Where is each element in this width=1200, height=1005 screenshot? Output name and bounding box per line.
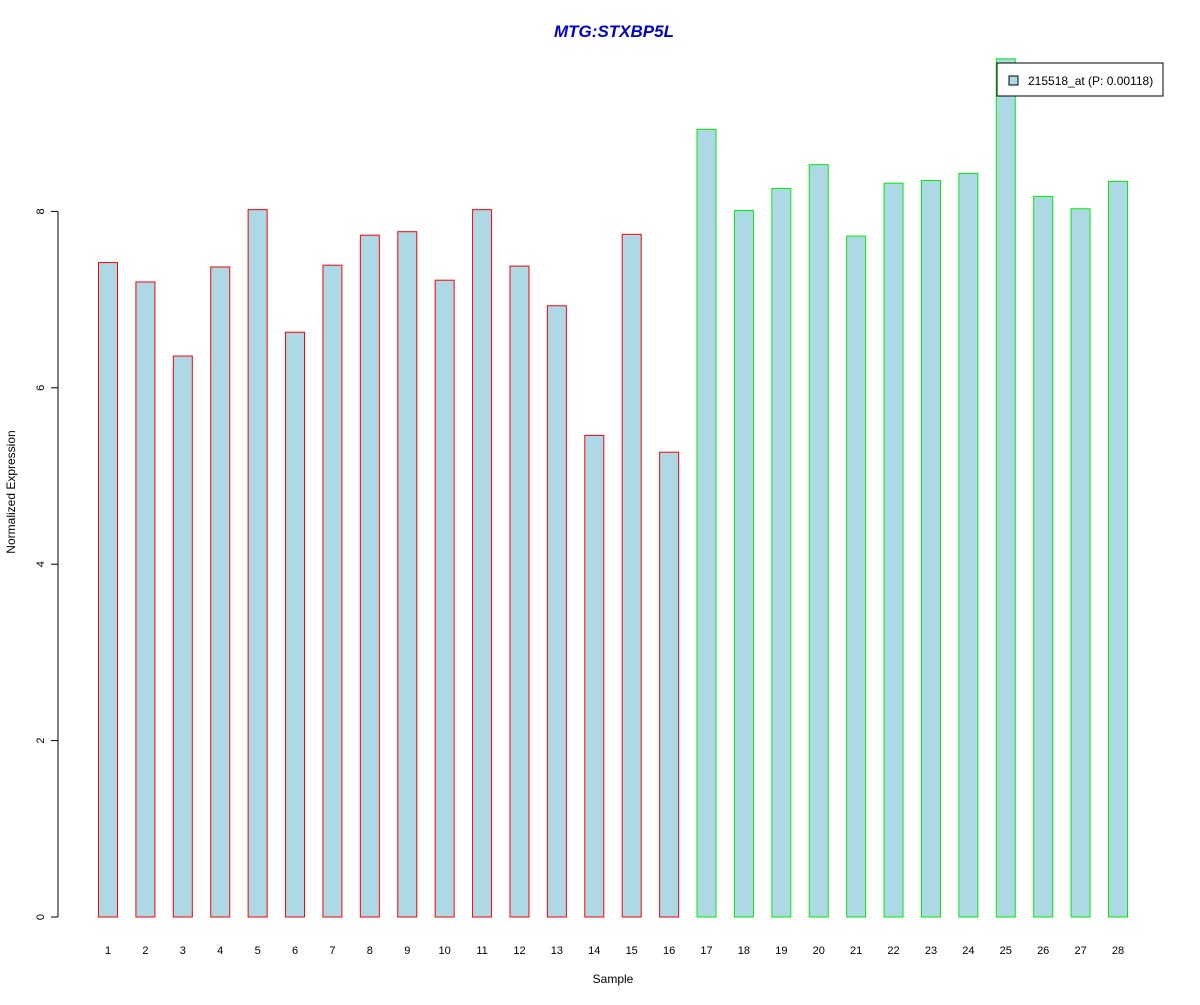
x-tick-label: 19	[775, 945, 787, 957]
x-tick-label: 12	[513, 945, 525, 957]
legend-swatch	[1008, 75, 1019, 86]
bar-sample-24	[958, 172, 979, 918]
x-tick-label: 4	[217, 945, 223, 957]
bar-sample-26	[1033, 195, 1054, 918]
y-tick-label: 6	[35, 385, 47, 391]
y-axis-label: Normalized Expression	[4, 430, 18, 553]
x-tick-label: 20	[813, 945, 825, 957]
x-tick-label: 26	[1037, 945, 1049, 957]
x-axis-label: Sample	[593, 972, 634, 986]
x-tick-label: 10	[439, 945, 451, 957]
x-tick-label: 13	[551, 945, 563, 957]
x-tick-label: 3	[180, 945, 186, 957]
legend: 215518_at (P: 0.00118)	[996, 62, 1164, 97]
x-tick-label: 22	[887, 945, 899, 957]
bar-sample-13	[546, 305, 567, 918]
bar-sample-22	[883, 182, 904, 918]
bar-sample-8	[359, 234, 380, 918]
bar-sample-15	[621, 233, 642, 918]
x-tick-label: 1	[105, 945, 111, 957]
bar-sample-25	[995, 58, 1016, 918]
bar-sample-5	[247, 209, 268, 918]
bar-sample-2	[135, 281, 156, 918]
x-tick-label: 17	[700, 945, 712, 957]
x-tick-label: 21	[850, 945, 862, 957]
bar-sample-14	[584, 434, 605, 918]
bar-sample-7	[322, 264, 343, 918]
x-tick-label: 16	[663, 945, 675, 957]
bar-sample-17	[696, 128, 717, 918]
x-tick-label: 7	[329, 945, 335, 957]
bar-sample-19	[771, 187, 792, 918]
legend-label: 215518_at (P: 0.00118)	[1028, 74, 1153, 88]
y-tick-label: 2	[35, 738, 47, 744]
bar-sample-23	[920, 180, 941, 918]
bar-sample-4	[210, 266, 231, 918]
x-tick-label: 25	[1000, 945, 1012, 957]
x-tick-label: 14	[588, 945, 600, 957]
bar-sample-3	[172, 355, 193, 918]
y-tick-label: 0	[35, 914, 47, 920]
y-tick-label: 4	[35, 561, 47, 567]
y-axis: 0 2 4 6 8	[35, 208, 59, 920]
bar-sample-16	[659, 451, 680, 918]
x-tick-label: 15	[626, 945, 638, 957]
bar-sample-27	[1070, 208, 1091, 918]
y-tick-label: 8	[35, 208, 47, 214]
x-tick-label: 5	[255, 945, 261, 957]
x-tick-label: 28	[1112, 945, 1124, 957]
x-tick-labels: 1 2 3 4 5 6 7 8 9 10 11 12 13 14 15 16 17 18 19 20 21 22 23 24 2…	[105, 945, 1124, 957]
x-tick-label: 8	[367, 945, 373, 957]
legend-box	[996, 62, 1164, 97]
bar-sample-21	[846, 235, 867, 918]
x-tick-label: 23	[925, 945, 937, 957]
x-tick-label: 9	[404, 945, 410, 957]
bar-sample-1	[98, 262, 118, 918]
bar-sample-20	[808, 164, 829, 918]
x-tick-label: 18	[738, 945, 750, 957]
bar-sample-18	[733, 210, 754, 918]
x-tick-label: 6	[292, 945, 298, 957]
chart-title: MTG:STXBP5L	[554, 22, 674, 41]
bar-sample-11	[472, 209, 493, 918]
x-tick-label: 11	[476, 945, 487, 957]
bar-sample-12	[509, 265, 530, 918]
x-tick-label: 2	[142, 945, 148, 957]
bar-sample-28	[1108, 180, 1128, 918]
bars-group	[98, 58, 1128, 918]
x-tick-label: 24	[962, 945, 974, 957]
bar-sample-6	[285, 331, 306, 918]
x-tick-label: 27	[1074, 945, 1086, 957]
bar-sample-10	[434, 279, 455, 918]
bar-sample-9	[397, 231, 418, 918]
